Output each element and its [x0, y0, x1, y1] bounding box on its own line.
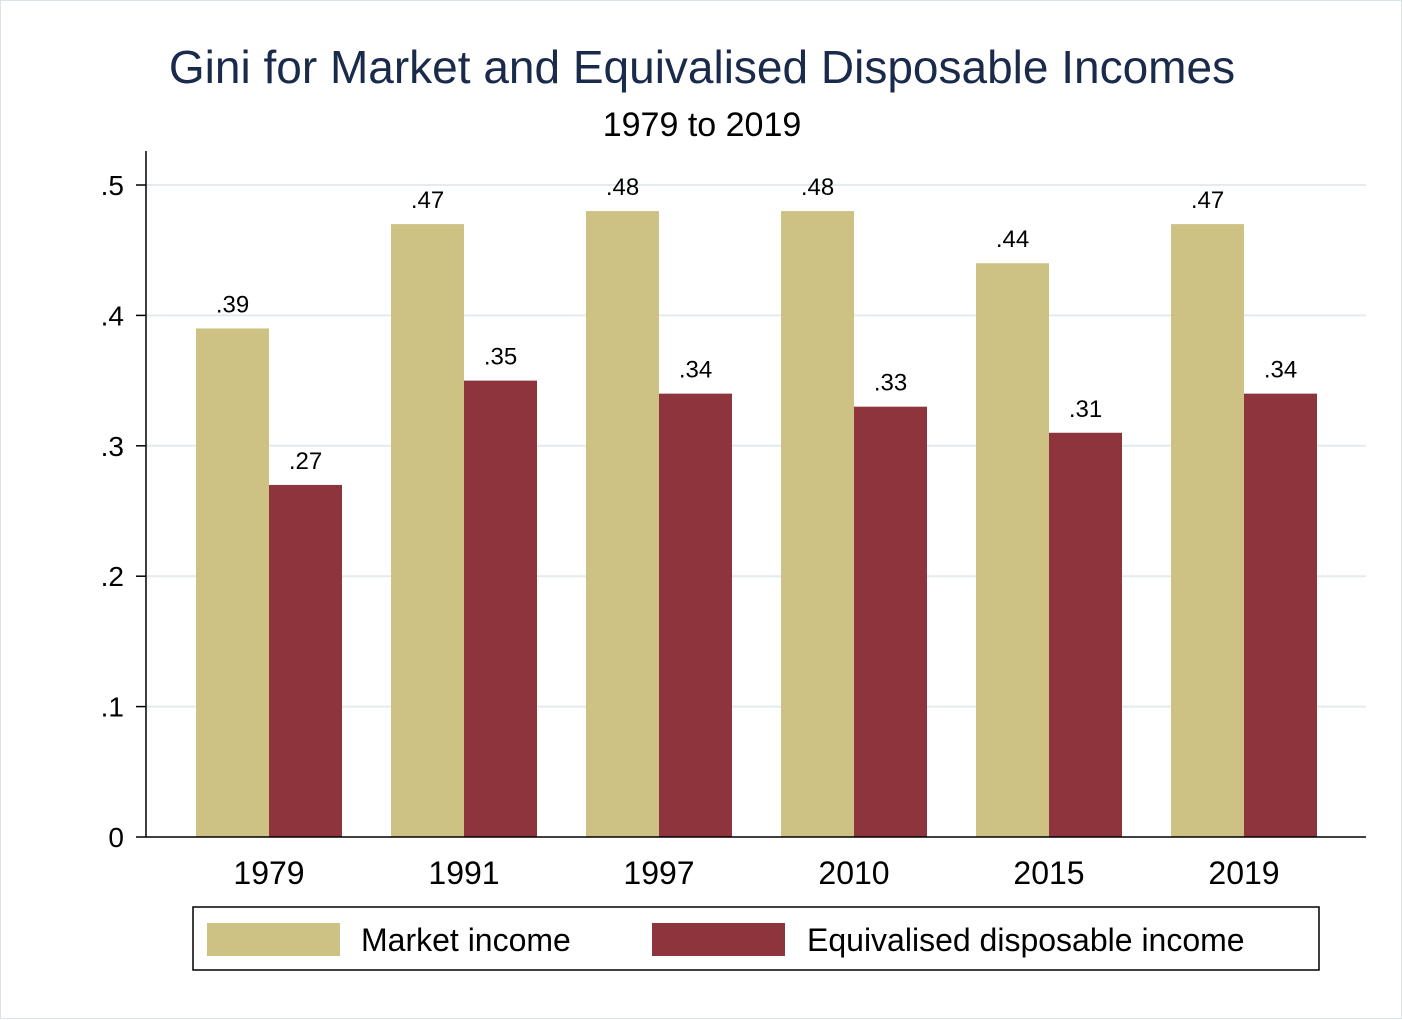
- bar: [976, 263, 1049, 837]
- chart-title: Gini for Market and Equivalised Disposab…: [169, 41, 1235, 93]
- x-tick-label: 2015: [1013, 855, 1084, 891]
- data-label: .35: [484, 344, 517, 371]
- bar: [1049, 432, 1122, 837]
- data-label: .31: [1069, 396, 1102, 423]
- y-tick-label: 0: [108, 822, 124, 853]
- data-label: .47: [1191, 187, 1224, 214]
- data-label: .48: [606, 174, 639, 201]
- y-tick-label: .1: [101, 692, 124, 723]
- y-tick-label: .3: [101, 431, 124, 462]
- chart-subtitle: 1979 to 2019: [603, 106, 802, 144]
- gridlines: [146, 184, 1366, 708]
- x-tick-label: 1979: [233, 855, 304, 891]
- bar: [659, 393, 732, 837]
- legend: Market income Equivalised disposable inco…: [192, 906, 1320, 971]
- data-label: .34: [679, 357, 712, 384]
- data-label: .48: [801, 174, 834, 201]
- bar: [269, 484, 342, 837]
- legend-swatch: [652, 923, 785, 956]
- x-tick-label: 1997: [623, 855, 694, 891]
- x-tick-label: 1991: [428, 855, 499, 891]
- y-tick-label: .2: [101, 561, 124, 592]
- x-tick-label: 2019: [1208, 855, 1279, 891]
- bar: [854, 406, 927, 837]
- bar: [1171, 224, 1244, 837]
- bar: [391, 224, 464, 837]
- data-label: .44: [996, 226, 1029, 253]
- data-label: .47: [411, 187, 444, 214]
- data-label: .34: [1264, 357, 1297, 384]
- bar: [586, 211, 659, 837]
- x-tick-label: 2010: [818, 855, 889, 891]
- bar: [1244, 393, 1317, 837]
- y-tick-label: .5: [101, 170, 124, 201]
- y-tick-label: .4: [101, 300, 124, 331]
- bar: [464, 380, 537, 837]
- bar: [196, 328, 269, 837]
- data-label: .27: [289, 448, 322, 475]
- legend-swatch: [207, 923, 340, 956]
- bar: [781, 211, 854, 837]
- axes: 0 .1 .2 .3 .4 .5 1979 1991 1997 2010 2015 2019: [101, 151, 1366, 891]
- data-label: .39: [216, 291, 249, 318]
- bars: .39 .27 .47 .35 .48 .34 .48 .33 .44 .31 .47 .34: [196, 174, 1317, 837]
- legend-label: Equivalised disposable income: [807, 922, 1245, 958]
- legend-label: Market income: [361, 922, 571, 958]
- data-label: .33: [874, 370, 907, 397]
